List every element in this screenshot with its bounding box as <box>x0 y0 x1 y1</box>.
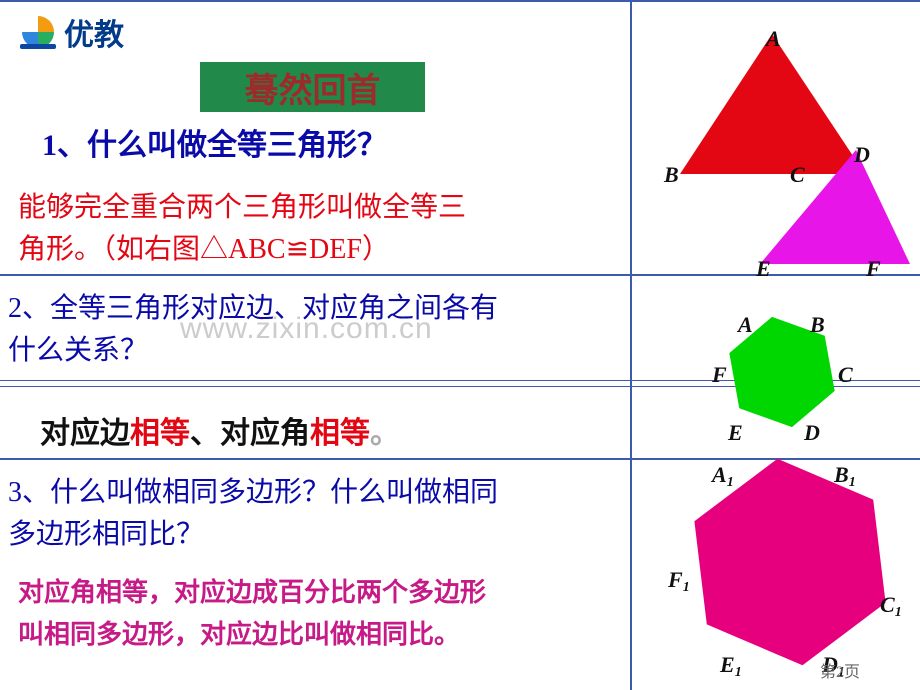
answer-1-line1: 能够完全重合两个三角形叫做全等三 <box>18 192 466 223</box>
answer-3-line2: 叫相同多边形，对应边比叫做相同比。 <box>18 620 460 649</box>
a2-p3: 。 <box>370 417 400 450</box>
hex1-label-F: F <box>712 362 727 388</box>
hex2-label-B1: B1 <box>834 462 856 488</box>
question-2-line2: 什么关系？ <box>8 335 148 366</box>
slide: 优教 蓦然回首 1、什么叫做全等三角形？ 能够完全重合两个三角形叫做全等三 角形… <box>0 0 920 690</box>
hex1-label-E: E <box>728 420 743 446</box>
brand-logo: 优教 <box>18 10 124 54</box>
tri1-label-C: C <box>790 162 805 188</box>
a2-p1: 对应边 <box>40 417 130 450</box>
hex2-label-E1: E1 <box>720 652 742 678</box>
divider-h2b <box>0 386 920 387</box>
triangle-def <box>760 150 910 264</box>
tri1-label-B: B <box>664 162 679 188</box>
a2-p2: 、对应角 <box>190 417 310 450</box>
divider-h3 <box>0 458 920 460</box>
answer-3: 对应角相等，对应边成百分比两个多边形 叫相同多边形，对应边比叫做相同比。 <box>18 572 618 656</box>
tri2-label-D: D <box>854 142 870 168</box>
page-number: 第2页 <box>820 658 860 682</box>
hex1-label-B: B <box>810 312 825 338</box>
tri2-label-F: F <box>866 256 881 282</box>
hex1-label-C: C <box>838 362 853 388</box>
triangle-abc <box>680 34 865 174</box>
hexagon-large <box>694 459 885 666</box>
question-3: 3、什么叫做相同多边形？什么叫做相同 多边形相同比？ <box>8 472 608 556</box>
question-3-line2: 多边形相同比？ <box>8 519 204 550</box>
watermark: www.zixin.com.cn <box>180 312 433 346</box>
answer-3-line1: 对应角相等，对应边成百分比两个多边形 <box>18 578 486 607</box>
answer-2: 对应边相等、对应角相等。 <box>40 408 400 452</box>
question-3-line1: 3、什么叫做相同多边形？什么叫做相同 <box>8 477 498 508</box>
banner-text: 蓦然回首 <box>245 63 381 112</box>
tri1-label-A: A <box>766 26 781 52</box>
divider-h1 <box>0 274 920 276</box>
hex2-label-A1: A1 <box>712 462 734 488</box>
a2-r1: 相等 <box>130 417 190 450</box>
a2-r2: 相等 <box>310 417 370 450</box>
brand-name: 优教 <box>64 10 124 54</box>
hex2-label-C1: C1 <box>880 592 902 618</box>
divider-v <box>630 2 632 690</box>
tri2-label-E: E <box>756 256 771 282</box>
review-banner: 蓦然回首 <box>200 62 425 112</box>
divider-h2a <box>0 380 920 381</box>
hex2-label-F1: F1 <box>668 567 690 593</box>
logo-icon <box>18 12 58 52</box>
answer-1-line2a: 角形。 <box>18 234 102 265</box>
answer-1-line2b: （如右图△ABC≌DEF） <box>102 234 390 265</box>
hex1-label-A: A <box>738 312 753 338</box>
question-1: 1、什么叫做全等三角形？ <box>42 120 387 164</box>
answer-1: 能够完全重合两个三角形叫做全等三 角形。（如右图△ABC≌DEF） <box>18 187 608 271</box>
hex1-label-D: D <box>804 420 820 446</box>
